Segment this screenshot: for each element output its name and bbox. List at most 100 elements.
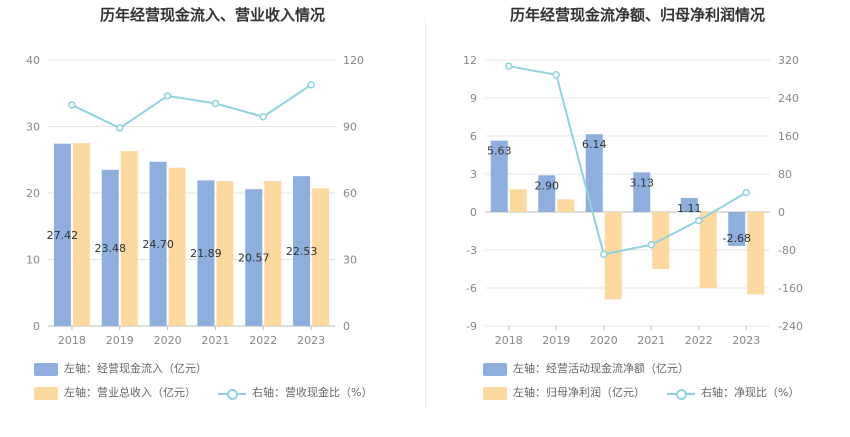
x-tick-label: 2022: [685, 334, 713, 347]
y-right-tick-label: 120: [343, 54, 364, 67]
bar-series1: [245, 189, 263, 326]
x-tick-label: 2023: [297, 334, 325, 347]
bar-series2: [557, 199, 575, 212]
data-label: 3.13: [630, 176, 655, 189]
y-right-tick-label: 160: [778, 130, 799, 143]
right-chart-title: 历年经营现金流净额、归母净利润情况: [509, 6, 765, 24]
y-right-tick-label: -80: [778, 244, 796, 257]
left-chart-title: 历年经营现金流入、营业收入情况: [99, 6, 325, 24]
legend-label: 右轴：净现比（%）: [701, 386, 800, 399]
bar-series1: [197, 180, 215, 326]
legend-label: 左轴：经营活动现金流净额（亿元）: [513, 362, 689, 375]
y-right-tick-label: 60: [343, 187, 357, 200]
line-point: [552, 70, 560, 79]
bar-series1: [101, 169, 119, 326]
bar-series1: [728, 212, 746, 246]
bar-series2: [312, 188, 330, 326]
legend-right-bar1[interactable]: 左轴：经营活动现金流净额（亿元）: [483, 360, 689, 376]
legend-label: 左轴：经营现金流入（亿元）: [64, 362, 207, 375]
legend-label: 右轴：营收现金比（%）: [252, 386, 373, 399]
y-left-tick-label: 0: [33, 320, 40, 333]
y-left-tick-label: 6: [470, 130, 477, 143]
legend-swatch-blue: [34, 362, 58, 376]
x-tick-label: 2021: [637, 334, 665, 347]
y-left-tick-label: 0: [470, 206, 477, 219]
legend-label: 左轴：归母净利润（亿元）: [513, 386, 645, 399]
x-tick-label: 2018: [495, 334, 523, 347]
y-right-tick-label: 320: [778, 54, 799, 67]
line-point: [307, 81, 315, 89]
bar-series1: [633, 172, 651, 212]
x-tick-label: 2021: [201, 334, 229, 347]
y-right-tick-label: 240: [778, 92, 799, 105]
line-point: [116, 124, 124, 132]
data-label: 27.42: [47, 229, 79, 242]
line-point: [211, 99, 220, 108]
y-right-tick-label: 0: [343, 320, 350, 333]
x-tick-label: 2022: [249, 334, 277, 347]
y-right-tick-label: 90: [343, 121, 357, 134]
legend-left-bar1[interactable]: 左轴：经营现金流入（亿元）: [34, 360, 207, 376]
legend-left-bar2[interactable]: 左轴：营业总收入（亿元）: [34, 384, 196, 400]
legend-line-swatch: [667, 387, 695, 400]
data-label: 23.48: [95, 242, 127, 255]
data-label: 6.14: [582, 138, 607, 151]
bar-series1: [490, 140, 508, 212]
data-label: -2.68: [723, 232, 751, 245]
line-point: [647, 241, 655, 249]
legend-swatch-orange: [34, 386, 58, 400]
y-left-tick-label: 9: [470, 92, 477, 105]
bar-series2: [120, 151, 138, 326]
line-point: [259, 112, 267, 121]
y-left-tick-label: 10: [26, 254, 40, 267]
x-tick-label: 2019: [106, 334, 134, 347]
y-left-tick-label: 12: [463, 54, 477, 67]
data-label: 2.90: [535, 179, 560, 192]
y-right-tick-label: -160: [778, 282, 803, 295]
bar-series1: [293, 176, 311, 326]
legend-label: 左轴：营业总收入（亿元）: [64, 386, 196, 399]
data-label: 22.53: [286, 245, 318, 258]
bar-series1: [680, 197, 698, 212]
y-left-tick-label: 3: [470, 168, 477, 181]
x-tick-label: 2023: [732, 334, 760, 347]
x-tick-label: 2018: [58, 334, 86, 347]
line-point: [695, 216, 703, 225]
bar-series1: [53, 143, 71, 326]
y-right-tick-label: -240: [778, 320, 803, 333]
series-line: [508, 65, 747, 256]
legend-swatch-blue: [483, 362, 507, 376]
bar-series1: [149, 161, 167, 326]
bar-series1: [585, 134, 603, 212]
right-chart-panel: 历年经营现金流净额、归母净利润情况 -9 -240 -6 -160 -3 -80 0 0 3 80…: [425, 0, 850, 437]
x-tick-label: 2019: [542, 334, 570, 347]
line-point: [68, 101, 76, 109]
data-label: 5.63: [487, 145, 512, 158]
legend-right-bar2[interactable]: 左轴：归母净利润（亿元）: [483, 384, 645, 400]
line-point: [600, 250, 608, 259]
bar-series2: [72, 143, 90, 326]
y-left-tick-label: -3: [466, 244, 477, 257]
data-label: 1.11: [677, 202, 702, 215]
left-chart-panel: 历年经营现金流入、营业收入情况 0 0 10 30 20 60 30 90 40 120 2018 2…: [26, 6, 372, 400]
line-point: [163, 92, 172, 100]
y-left-tick-label: 20: [26, 187, 40, 200]
data-label: 21.89: [190, 247, 222, 260]
bar-series2: [747, 212, 765, 295]
x-tick-label: 2020: [154, 334, 182, 347]
right-chart-svg: -9 -240 -6 -160 -3 -80 0 0 3 80 6 160 9 240 12 320 2018 2…: [463, 54, 803, 347]
bar-series2: [509, 189, 527, 212]
legend-right-line[interactable]: 右轴：净现比（%）: [667, 384, 799, 400]
data-label: 24.70: [142, 238, 174, 251]
legend-left-line[interactable]: 右轴：营收现金比（%）: [218, 384, 372, 400]
line-point: [505, 62, 513, 70]
bar-series2: [604, 212, 622, 300]
legend-swatch-orange: [483, 386, 507, 400]
x-tick-label: 2020: [590, 334, 618, 347]
y-left-tick-label: -6: [466, 282, 477, 295]
panel-divider: [425, 18, 426, 408]
left-chart-svg: 0 0 10 30 20 60 30 90 40 120 2018 2019 2020 2021 2022 2…: [26, 54, 364, 347]
bar-series2: [699, 212, 717, 288]
y-right-tick-label: 80: [778, 168, 792, 181]
bar-series1: [538, 175, 556, 212]
